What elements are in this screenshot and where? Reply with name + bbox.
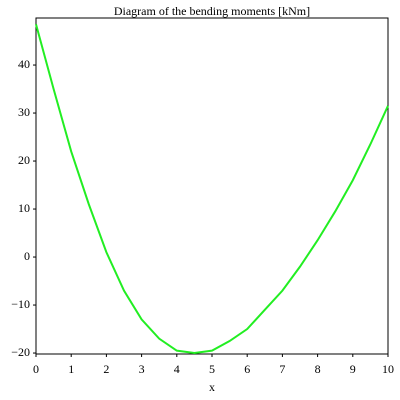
x-tick-label: 9 <box>350 362 356 376</box>
x-tick-label: 3 <box>139 362 145 376</box>
chart-title: Diagram of the bending moments [kNm] <box>114 4 310 18</box>
x-tick-label: 6 <box>244 362 250 376</box>
y-tick-label: 30 <box>18 105 30 119</box>
x-tick-label: 2 <box>103 362 109 376</box>
line-series <box>35 23 389 355</box>
x-tick-label: 1 <box>68 362 74 376</box>
x-axis-label: x <box>209 380 215 394</box>
y-tick-label: −20 <box>11 345 30 359</box>
x-tick-label: 0 <box>33 362 39 376</box>
y-tick-label: 20 <box>18 153 30 167</box>
y-tick-label: 10 <box>18 201 30 215</box>
plot-frame <box>35 17 389 355</box>
x-tick-label: 5 <box>209 362 215 376</box>
x-tick-label: 4 <box>174 362 180 376</box>
x-tick-label: 10 <box>382 362 394 376</box>
x-tick-label: 8 <box>315 362 321 376</box>
y-tick-label: 40 <box>18 57 30 71</box>
x-tick-label: 7 <box>279 362 285 376</box>
y-tick-label: 0 <box>24 249 30 263</box>
y-tick-label: −10 <box>11 297 30 311</box>
